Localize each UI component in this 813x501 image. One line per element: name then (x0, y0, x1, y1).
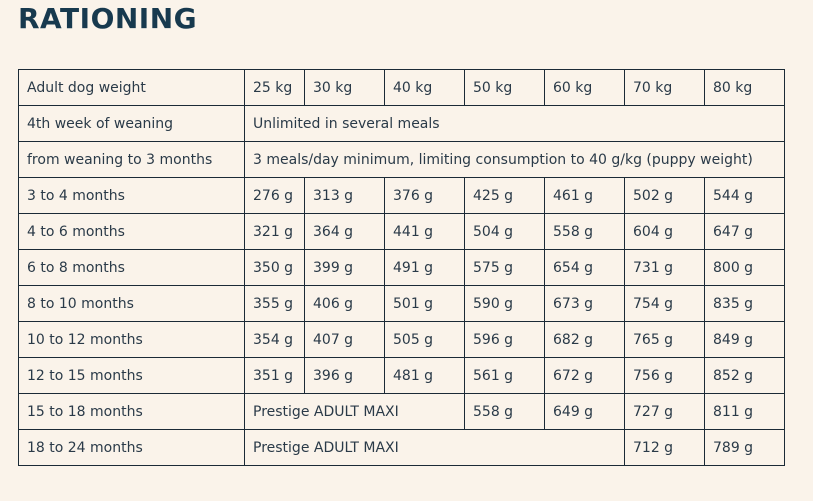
value-cell: 558 g (464, 393, 545, 430)
weight-header: 25 kg (244, 69, 305, 106)
value-cell: 501 g (384, 285, 465, 322)
value-cell: 406 g (304, 285, 385, 322)
value-cell: 376 g (384, 177, 465, 214)
row-label: 8 to 10 months (18, 285, 245, 322)
value-cell: 712 g (624, 429, 705, 466)
row-label: from weaning to 3 months (18, 141, 245, 178)
table-row: 4 to 6 months 321 g 364 g 441 g 504 g 55… (18, 213, 785, 250)
product-cell: Prestige ADULT MAXI (244, 393, 465, 430)
table-row: 4th week of weaning Unlimited in several… (18, 105, 785, 142)
page-title: RATIONING (18, 2, 198, 35)
row-label: 4 to 6 months (18, 213, 245, 250)
value-cell: 407 g (304, 321, 385, 358)
value-cell: 399 g (304, 249, 385, 286)
row-label: 3 to 4 months (18, 177, 245, 214)
value-cell: 811 g (704, 393, 785, 430)
table-row: 12 to 15 months 351 g 396 g 481 g 561 g … (18, 357, 785, 394)
value-cell: 647 g (704, 213, 785, 250)
table-row: from weaning to 3 months 3 meals/day min… (18, 141, 785, 178)
value-cell: 575 g (464, 249, 545, 286)
value-cell: 502 g (624, 177, 705, 214)
value-cell: 789 g (704, 429, 785, 466)
value-cell: 364 g (304, 213, 385, 250)
row-label: 6 to 8 months (18, 249, 245, 286)
row-label: 15 to 18 months (18, 393, 245, 430)
value-cell: 673 g (544, 285, 625, 322)
value-cell: 505 g (384, 321, 465, 358)
value-cell: 672 g (544, 357, 625, 394)
value-cell: 441 g (384, 213, 465, 250)
weight-header: 40 kg (384, 69, 465, 106)
table-row: 10 to 12 months 354 g 407 g 505 g 596 g … (18, 321, 785, 358)
value-cell: 756 g (624, 357, 705, 394)
span-cell: 3 meals/day minimum, limiting consumptio… (244, 141, 785, 178)
value-cell: 544 g (704, 177, 785, 214)
value-cell: 765 g (624, 321, 705, 358)
table-row: 18 to 24 months Prestige ADULT MAXI 712 … (18, 429, 785, 466)
value-cell: 596 g (464, 321, 545, 358)
value-cell: 504 g (464, 213, 545, 250)
value-cell: 604 g (624, 213, 705, 250)
value-cell: 561 g (464, 357, 545, 394)
product-cell: Prestige ADULT MAXI (244, 429, 625, 466)
value-cell: 731 g (624, 249, 705, 286)
value-cell: 849 g (704, 321, 785, 358)
value-cell: 351 g (244, 357, 305, 394)
table-row: 6 to 8 months 350 g 399 g 491 g 575 g 65… (18, 249, 785, 286)
row-label: 4th week of weaning (18, 105, 245, 142)
value-cell: 354 g (244, 321, 305, 358)
row-label: Adult dog weight (18, 69, 245, 106)
table-row: 15 to 18 months Prestige ADULT MAXI 558 … (18, 393, 785, 430)
value-cell: 425 g (464, 177, 545, 214)
value-cell: 313 g (304, 177, 385, 214)
value-cell: 350 g (244, 249, 305, 286)
row-label: 10 to 12 months (18, 321, 245, 358)
value-cell: 481 g (384, 357, 465, 394)
weight-header: 70 kg (624, 69, 705, 106)
value-cell: 461 g (544, 177, 625, 214)
rationing-table: Adult dog weight 25 kg 30 kg 40 kg 50 kg… (18, 69, 785, 466)
span-cell: Unlimited in several meals (244, 105, 785, 142)
value-cell: 396 g (304, 357, 385, 394)
weight-header: 50 kg (464, 69, 545, 106)
row-label: 18 to 24 months (18, 429, 245, 466)
value-cell: 754 g (624, 285, 705, 322)
value-cell: 852 g (704, 357, 785, 394)
value-cell: 727 g (624, 393, 705, 430)
value-cell: 682 g (544, 321, 625, 358)
table-row: 3 to 4 months 276 g 313 g 376 g 425 g 46… (18, 177, 785, 214)
value-cell: 491 g (384, 249, 465, 286)
table-row: 8 to 10 months 355 g 406 g 501 g 590 g 6… (18, 285, 785, 322)
table-header-row: Adult dog weight 25 kg 30 kg 40 kg 50 kg… (18, 69, 785, 106)
value-cell: 355 g (244, 285, 305, 322)
weight-header: 30 kg (304, 69, 385, 106)
row-label: 12 to 15 months (18, 357, 245, 394)
weight-header: 80 kg (704, 69, 785, 106)
value-cell: 590 g (464, 285, 545, 322)
value-cell: 276 g (244, 177, 305, 214)
value-cell: 649 g (544, 393, 625, 430)
value-cell: 558 g (544, 213, 625, 250)
value-cell: 835 g (704, 285, 785, 322)
value-cell: 654 g (544, 249, 625, 286)
weight-header: 60 kg (544, 69, 625, 106)
value-cell: 800 g (704, 249, 785, 286)
value-cell: 321 g (244, 213, 305, 250)
